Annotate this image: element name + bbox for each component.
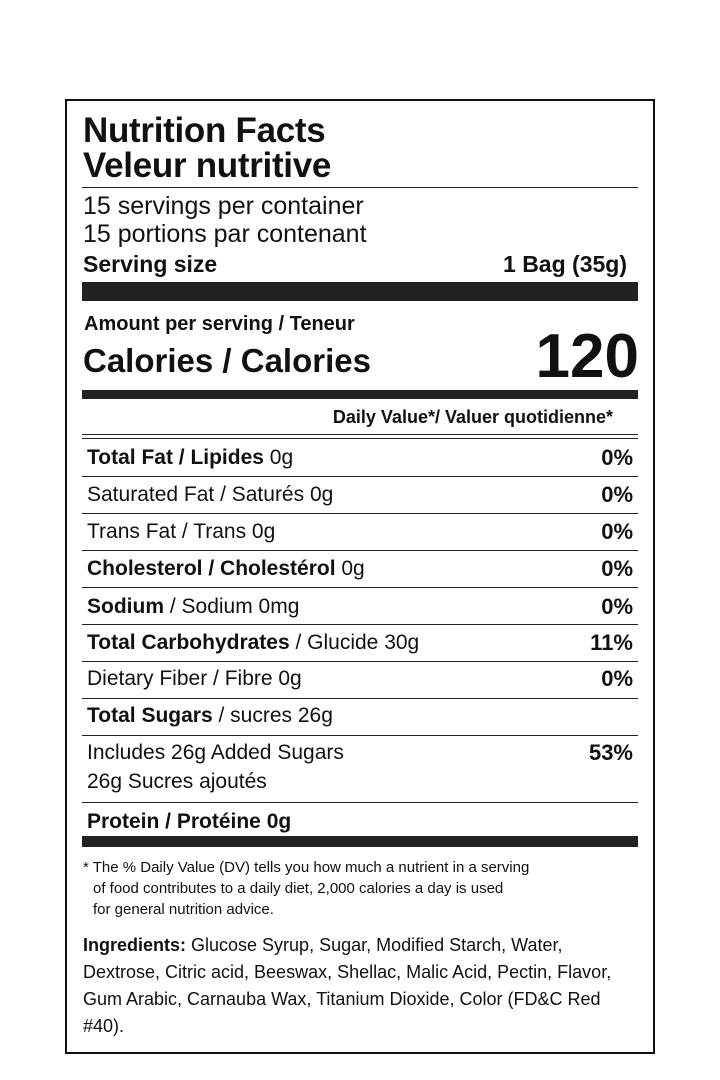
daily-value-percent: 11%	[590, 630, 633, 655]
daily-value-percent: 0%	[601, 666, 633, 691]
divider	[82, 187, 638, 188]
daily-value-percent: 0%	[601, 594, 633, 619]
calories-value: 120	[535, 322, 639, 391]
nutrition-facts-label: Nutrition Facts Veleur nutritive 15 serv…	[65, 99, 655, 1054]
nutrient-row-cholesterol: Cholesterol / Cholestérol 0g 0%	[87, 556, 633, 581]
divider	[82, 661, 638, 662]
daily-value-header: Daily Value*/ Valuer quotidienne*	[332, 407, 613, 427]
daily-value-percent: 0%	[601, 519, 633, 544]
portions-par-contenant: 15 portions par contenant	[83, 220, 367, 248]
calories-label: Calories / Calories	[83, 342, 371, 379]
ingredients-text: Glucose Syrup, Sugar, Modified Starch, W…	[83, 935, 612, 1036]
divider	[82, 698, 638, 699]
divider	[82, 624, 638, 625]
nutrient-row-added-sugars: Includes 26g Added Sugars 26g Sucres ajou…	[87, 741, 633, 799]
thick-divider	[82, 836, 638, 847]
divider	[82, 550, 638, 551]
divider	[82, 438, 638, 439]
thick-divider	[82, 282, 638, 301]
ingredients-label: Ingredients:	[83, 935, 187, 955]
daily-value-footnote: * The % Daily Value (DV) tells you how m…	[83, 859, 530, 918]
title-french: Veleur nutritive	[83, 146, 332, 185]
nutrient-row-dietary-fiber: Dietary Fiber / Fibre 0g 0%	[87, 666, 633, 691]
divider	[82, 587, 638, 588]
divider	[82, 802, 638, 803]
medium-divider	[82, 390, 638, 399]
servings-per-container: 15 servings per container	[83, 192, 364, 220]
daily-value-percent: 0%	[601, 556, 633, 581]
nutrient-row-total-fat: Total Fat / Lipides 0g 0%	[87, 445, 633, 470]
daily-value-percent: 53%	[588, 740, 633, 765]
nutrient-row-protein: Protein / Protéine 0g	[87, 810, 292, 833]
nutrient-row-trans-fat: Trans Fat / Trans 0g 0%	[87, 519, 633, 544]
divider	[82, 735, 638, 736]
daily-value-percent: 0%	[601, 445, 633, 470]
daily-value-percent: 0%	[601, 482, 633, 507]
divider	[82, 513, 638, 514]
amount-per-serving: Amount per serving / Teneur	[84, 313, 355, 335]
serving-size-value: 1 Bag (35g)	[503, 251, 627, 277]
nutrient-row-total-sugars: Total Sugars / sucres 26g	[87, 704, 333, 727]
nutrient-row-total-carbohydrates: Total Carbohydrates / Glucide 30g 11%	[87, 630, 633, 655]
nutrient-row-saturated-fat: Saturated Fat / Saturés 0g 0%	[87, 482, 633, 507]
divider	[82, 434, 638, 435]
title-english: Nutrition Facts	[83, 111, 326, 150]
divider	[82, 476, 638, 477]
serving-size-row: Serving size 1 Bag (35g)	[83, 250, 627, 278]
serving-size-label: Serving size	[83, 251, 218, 277]
ingredients-list: Ingredients: Glucose Syrup, Sugar, Modif…	[83, 932, 629, 1040]
nutrient-row-sodium: Sodium / Sodium 0mg 0%	[87, 594, 633, 619]
